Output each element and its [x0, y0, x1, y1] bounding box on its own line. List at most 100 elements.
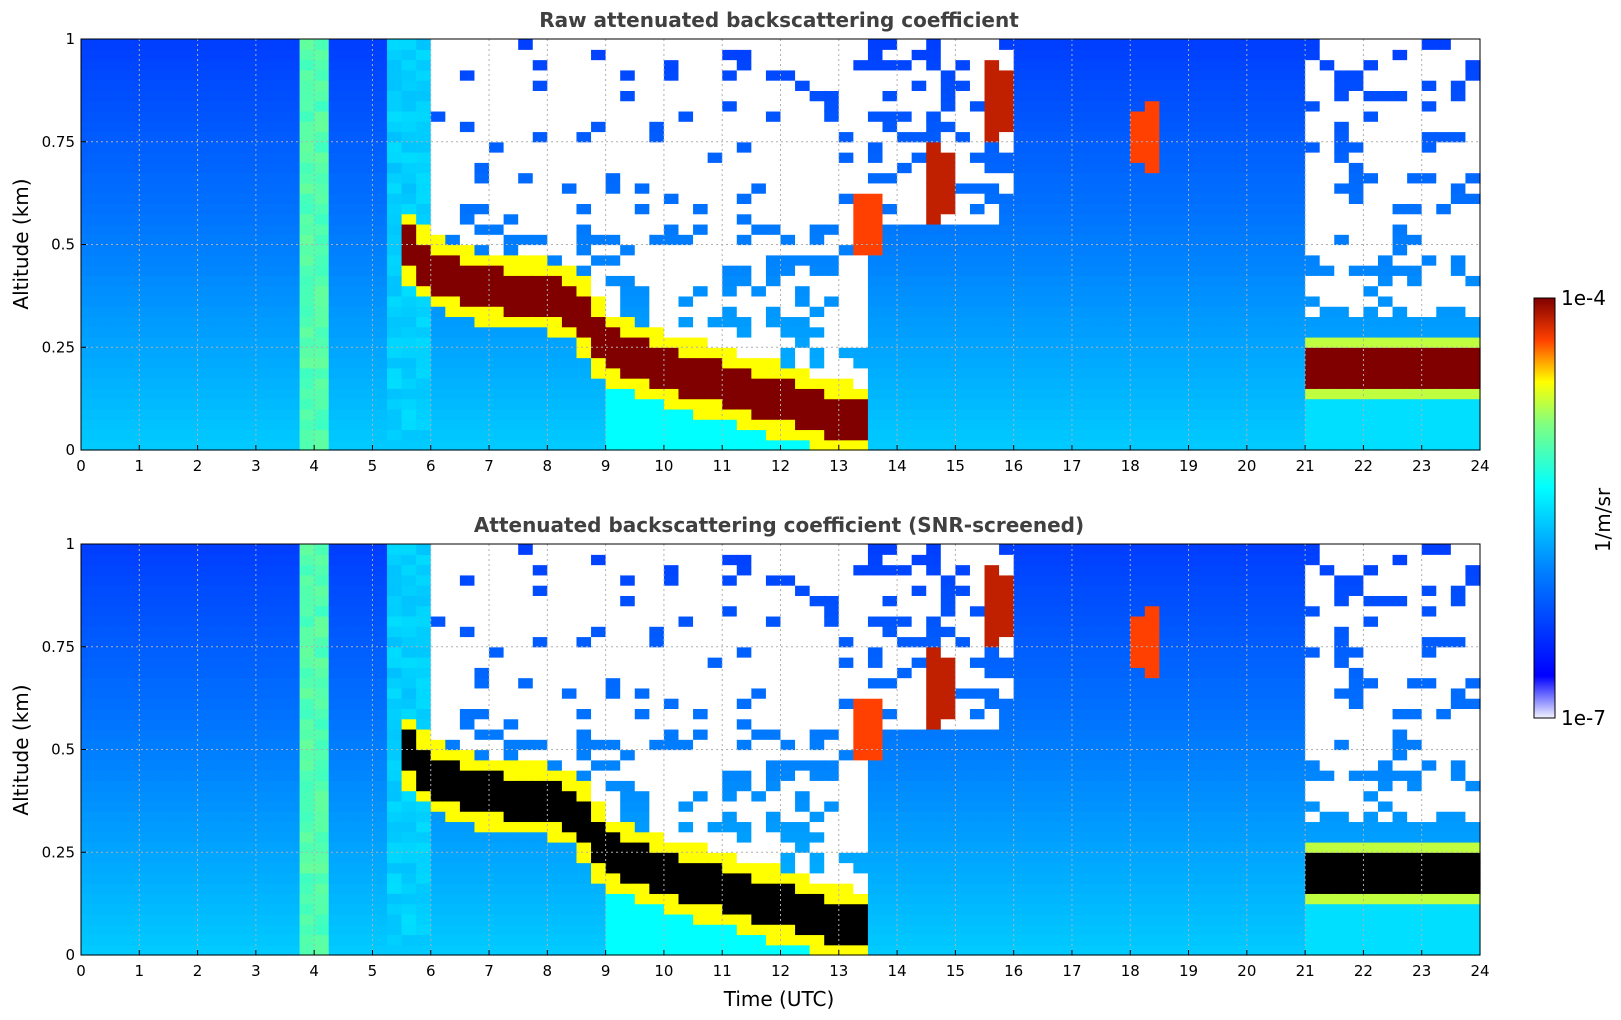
heatmap-cell	[911, 265, 927, 276]
heatmap-cell	[1013, 254, 1029, 266]
heatmap-cell	[1159, 295, 1175, 307]
heatmap-cell	[285, 544, 301, 555]
heatmap-cell	[780, 90, 796, 102]
heatmap-cell	[707, 388, 723, 400]
heatmap-cell	[343, 605, 359, 617]
heatmap-cell	[343, 367, 359, 379]
heatmap-cell	[1232, 275, 1248, 287]
heatmap-cell	[518, 367, 534, 379]
heatmap-cell	[343, 883, 359, 894]
heatmap-cell	[285, 162, 301, 174]
heatmap-cell	[343, 182, 359, 194]
heatmap-cell	[314, 408, 330, 420]
heatmap-cell	[314, 626, 330, 638]
heatmap-cell	[1305, 419, 1321, 431]
heatmap-cell	[285, 429, 301, 441]
heatmap-cell	[226, 49, 242, 61]
heatmap-cell	[1057, 90, 1073, 102]
heatmap-cell	[314, 564, 330, 576]
heatmap-cell	[270, 326, 286, 338]
heatmap-cell	[999, 59, 1015, 71]
heatmap-cell	[693, 152, 709, 163]
heatmap-cell	[1392, 408, 1408, 420]
heatmap-cell	[867, 39, 884, 50]
heatmap-cell	[765, 326, 782, 338]
heatmap-cell	[678, 367, 694, 379]
heatmap-cell	[270, 49, 286, 61]
heatmap-cell	[387, 347, 403, 359]
heatmap-cell	[81, 708, 97, 720]
heatmap-cell	[299, 182, 315, 194]
heatmap-cell	[387, 903, 403, 915]
heatmap-cell	[430, 739, 446, 751]
heatmap-cell	[372, 564, 388, 576]
heatmap-cell	[270, 913, 286, 925]
heatmap-cell	[197, 59, 213, 71]
heatmap-cell	[1421, 419, 1437, 431]
heatmap-cell	[765, 131, 782, 143]
heatmap-cell	[1407, 193, 1423, 205]
heatmap-cell	[1217, 223, 1233, 235]
heatmap-cell	[1450, 398, 1467, 410]
heatmap-cell	[81, 687, 97, 699]
heatmap-cell	[357, 306, 374, 318]
heatmap-cell	[897, 162, 913, 174]
heatmap-cell	[1334, 306, 1350, 318]
heatmap-cell	[1305, 244, 1321, 256]
heatmap-cell	[1130, 213, 1146, 225]
heatmap-cell	[663, 429, 680, 441]
x-tick-label: 6	[426, 457, 436, 475]
heatmap-cell	[416, 841, 432, 853]
heatmap-cell	[1188, 367, 1204, 379]
heatmap-cell	[270, 316, 286, 328]
heatmap-cell	[1042, 234, 1058, 246]
heatmap-cell	[226, 213, 242, 225]
heatmap-cell	[153, 585, 170, 596]
heatmap-cell	[547, 69, 563, 81]
heatmap-cell	[1275, 275, 1292, 287]
heatmap-cell	[1101, 223, 1117, 235]
heatmap-cell	[1465, 316, 1481, 328]
x-tick-label: 4	[309, 457, 319, 475]
heatmap-cell	[459, 749, 476, 761]
heatmap-cell	[416, 893, 432, 905]
heatmap-cell	[183, 944, 199, 956]
heatmap-cell	[241, 759, 257, 771]
heatmap-cell	[853, 408, 869, 420]
heatmap-cell	[1363, 336, 1379, 348]
heatmap-cell	[241, 121, 257, 133]
heatmap-cell	[168, 90, 184, 102]
heatmap-cell	[1086, 285, 1102, 297]
heatmap-cell	[489, 419, 505, 431]
heatmap-cell	[1188, 203, 1204, 215]
heatmap-cell	[984, 59, 1000, 71]
heatmap-cell	[1173, 265, 1190, 276]
raw-x-ticks: 0 1 2 3 4 5 6 7 8 9 10 11 12 13 14 15 16 17 18 19 20 21 22 23 24	[76, 445, 1490, 475]
heatmap-cell	[693, 419, 709, 431]
heatmap-cell	[736, 110, 752, 122]
heatmap-cell	[197, 110, 213, 122]
heatmap-cell	[780, 172, 796, 184]
heatmap-cell	[1217, 347, 1233, 359]
heatmap-cell	[459, 213, 476, 225]
heatmap-cell	[867, 100, 884, 112]
heatmap-cell	[110, 554, 126, 566]
heatmap-cell	[401, 80, 417, 91]
heatmap-cell	[474, 90, 490, 102]
heatmap-cell	[1421, 131, 1437, 143]
heatmap-cell	[867, 429, 884, 441]
heatmap-cell	[81, 718, 97, 730]
heatmap-cell	[1115, 90, 1131, 102]
heatmap-cell	[255, 872, 272, 884]
heatmap-cell	[765, 347, 782, 359]
heatmap-cell	[707, 265, 723, 276]
heatmap-cell	[197, 388, 213, 400]
heatmap-cell	[707, 295, 723, 307]
heatmap-cell	[226, 429, 242, 441]
heatmap-cell	[401, 388, 417, 400]
heatmap-cell	[328, 90, 344, 102]
heatmap-cell	[226, 924, 242, 936]
heatmap-cell	[1246, 90, 1262, 102]
heatmap-cell	[518, 398, 534, 410]
heatmap-cell	[911, 39, 927, 50]
